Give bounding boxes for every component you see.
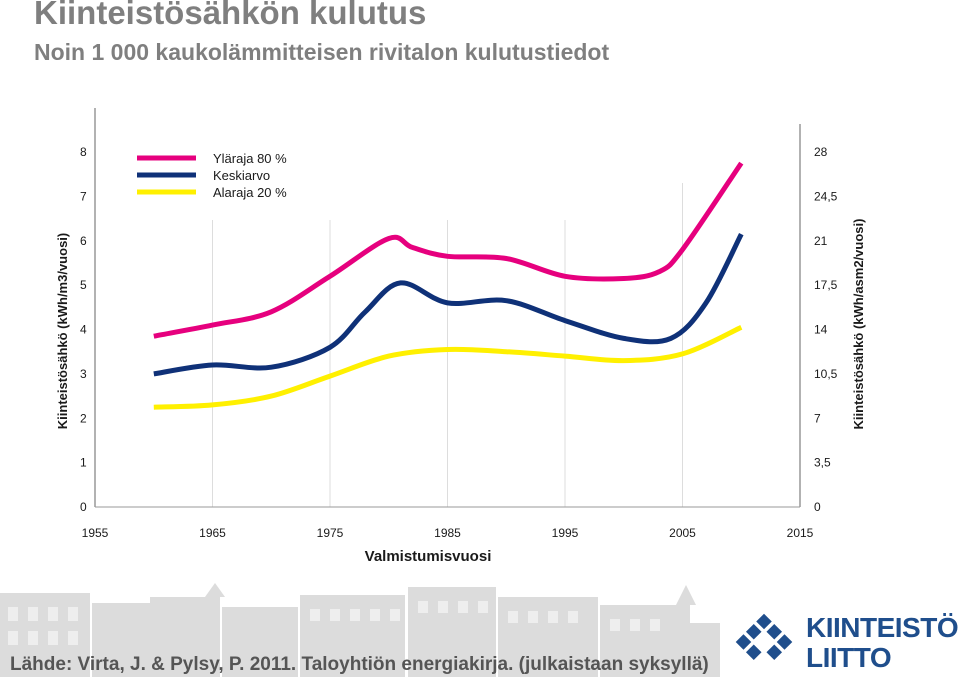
legend: Yläraja 80 % Keskiarvo Alaraja 20 % bbox=[137, 151, 287, 200]
axes bbox=[94, 108, 801, 508]
series-line-2 bbox=[153, 232, 744, 377]
y-axis-label-left: Kiinteistösähkö (kWh/m3/vuosi) bbox=[55, 233, 70, 429]
series-line-1 bbox=[153, 161, 744, 339]
city-silhouette-background bbox=[0, 583, 720, 677]
series-line-3 bbox=[153, 325, 743, 410]
y-tick-label-right: 14 bbox=[814, 323, 828, 337]
y-tick-label-right: 17,5 bbox=[814, 278, 838, 292]
x-axis-label: Valmistumisvuosi bbox=[365, 548, 492, 565]
logo-text-line2: LIITTO bbox=[806, 642, 892, 673]
source-citation: Lähde: Virta, J. & Pylsy, P. 2011. Taloy… bbox=[10, 654, 709, 675]
y-tick-label-left: 1 bbox=[80, 456, 87, 470]
y-axis-label-right: Kiinteistösähkö (kWh/asm2/vuosi) bbox=[851, 219, 866, 430]
y-tick-label-right: 24,5 bbox=[814, 189, 838, 203]
series-lines bbox=[153, 161, 744, 410]
x-tick-label: 2005 bbox=[669, 526, 696, 540]
y-tick-label-left: 5 bbox=[80, 278, 87, 292]
page-subtitle: Noin 1 000 kaukolämmitteisen rivitalon k… bbox=[34, 39, 610, 65]
y-tick-label-left: 8 bbox=[80, 145, 87, 159]
logo-text-line1: KIINTEISTÖ bbox=[806, 612, 959, 643]
y-tick-label-right: 21 bbox=[814, 234, 828, 248]
y-tick-label-left: 3 bbox=[80, 367, 87, 381]
x-ticks: 1955 1965 1975 1985 1995 2005 2015 bbox=[82, 526, 814, 540]
y-ticks-left: 0 1 2 3 4 5 6 7 8 bbox=[80, 145, 87, 514]
y-tick-label-left: 7 bbox=[80, 189, 87, 203]
gridlines bbox=[212, 183, 683, 507]
x-tick-label: 1975 bbox=[317, 526, 344, 540]
x-tick-label: 1995 bbox=[552, 526, 579, 540]
y-tick-label-left: 6 bbox=[80, 234, 87, 248]
y-tick-label-left: 2 bbox=[80, 411, 87, 425]
y-tick-label-left: 4 bbox=[80, 323, 87, 337]
y-tick-label-right: 0 bbox=[814, 500, 821, 514]
legend-label-3: Alaraja 20 % bbox=[213, 185, 287, 200]
y-tick-label-right: 7 bbox=[814, 411, 821, 425]
y-tick-label-left: 0 bbox=[80, 500, 87, 514]
legend-label-2: Keskiarvo bbox=[213, 168, 270, 183]
y-ticks-right: 0 3,5 7 10,5 14 17,5 21 24,5 28 bbox=[814, 145, 838, 514]
y-tick-label-right: 28 bbox=[814, 145, 828, 159]
x-tick-label: 1965 bbox=[199, 526, 226, 540]
y-tick-label-right: 3,5 bbox=[814, 456, 831, 470]
y-tick-label-right: 10,5 bbox=[814, 367, 838, 381]
x-tick-label: 1985 bbox=[434, 526, 461, 540]
legend-label-1: Yläraja 80 % bbox=[213, 151, 287, 166]
x-tick-label: 1955 bbox=[82, 526, 109, 540]
x-tick-label: 2015 bbox=[787, 526, 814, 540]
page-title: Kiinteistösähkön kulutus bbox=[34, 0, 427, 31]
diamond-grid-logo-icon bbox=[735, 613, 793, 661]
